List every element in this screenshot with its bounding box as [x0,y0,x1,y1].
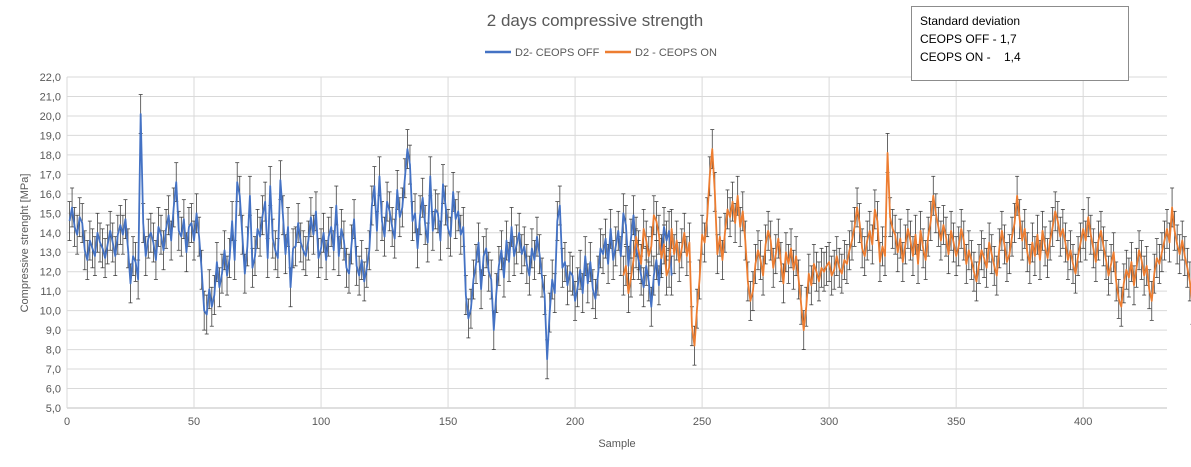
y-tick-label: 10,0 [40,306,61,318]
x-axis-title: Sample [598,438,635,450]
x-tick-labels: 0 50 100 150 200 250 300 350 400 [64,416,1092,428]
legend-label-ceops-off: D2- CEOPS OFF [515,47,600,59]
y-tick-label: 9,0 [46,325,61,337]
y-tick-label: 20,0 [40,111,61,123]
y-tick-label: 16,0 [40,189,61,201]
y-tick-label: 8,0 [46,345,61,357]
y-tick-label: 12,0 [40,267,61,279]
std-dev-ceops-on: CEOPS ON - 1,4 [920,50,1021,64]
std-dev-ceops-off: CEOPS OFF - 1,7 [920,32,1017,46]
x-tick-label: 250 [693,416,711,428]
x-tick-label: 300 [820,416,838,428]
x-tick-label: 350 [947,416,965,428]
legend-label-ceops-on: D2 - CEOPS ON [635,47,717,59]
y-tick-label: 5,0 [46,403,61,415]
y-tick-label: 17,0 [40,169,61,181]
y-tick-label: 15,0 [40,208,61,220]
series-lines [68,113,1191,361]
y-tick-label: 13,0 [40,247,61,259]
x-tick-label: 50 [188,416,200,428]
x-tick-label: 100 [312,416,330,428]
x-tick-label: 150 [439,416,457,428]
y-tick-label: 6,0 [46,384,61,396]
y-tick-label: 7,0 [46,364,61,376]
y-tick-label: 22,0 [40,72,61,84]
y-tick-label: 21,0 [40,91,61,103]
series-line-ceops-off [68,113,673,361]
y-tick-label: 19,0 [40,130,61,142]
chart-title: 2 days compressive strength [487,11,703,30]
gridlines [66,76,1167,409]
y-tick-label: 14,0 [40,228,61,240]
x-tick-label: 400 [1074,416,1092,428]
y-tick-label: 11,0 [40,286,61,298]
y-tick-label: 18,0 [40,150,61,162]
standard-deviation-box: Standard deviation CEOPS OFF - 1,7 CEOPS… [911,6,1129,81]
legend: D2- CEOPS OFF D2 - CEOPS ON [485,47,717,59]
x-tick-label: 200 [566,416,584,428]
x-tick-label: 0 [64,416,70,428]
series-line-ceops-on [622,148,1191,347]
y-tick-labels: 5,0 6,0 7,0 8,0 9,0 10,0 11,0 12,0 13,0 14,0 15,0 1… [40,72,61,415]
std-dev-heading: Standard deviation [920,14,1021,28]
y-axis-title: Compressive strenght [MPa] [19,174,31,313]
